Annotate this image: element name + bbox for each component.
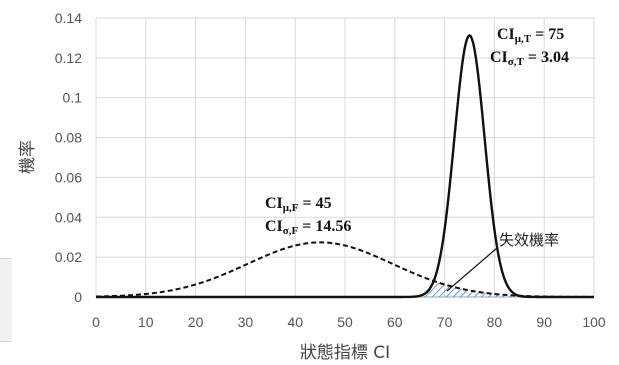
y-axis-title: 機率 — [18, 140, 38, 174]
y-tick-label: 0.02 — [55, 249, 82, 265]
x-tick-label: 20 — [188, 314, 204, 330]
y-tick-label: 0 — [74, 289, 82, 305]
x-tick-label: 60 — [387, 314, 403, 330]
x-tick-label: 70 — [437, 314, 453, 330]
fill-layer — [404, 281, 545, 297]
x-tick-label: 30 — [238, 314, 254, 330]
y-tick-label: 0.06 — [55, 169, 82, 185]
callout-label: 失效機率 — [499, 231, 559, 249]
failure-probability-area — [404, 281, 545, 297]
failure-probability-callout: 失效機率 — [446, 231, 559, 292]
y-tick-label: 0.1 — [63, 90, 83, 106]
x-tick-label: 40 — [287, 314, 303, 330]
x-tick-label: 80 — [487, 314, 503, 330]
y-tick-label: 0.08 — [55, 130, 82, 146]
annotation-target-sd: CIσ,T = 3.04 — [490, 49, 569, 68]
series-line-target — [96, 34, 594, 299]
y-tick-label: 0.12 — [55, 50, 82, 66]
annotation-failure: CIμ,F = 45 CIσ,F = 14.56 — [265, 195, 351, 237]
x-tick-label: 90 — [536, 314, 552, 330]
annotation-target: CIμ,T = 75 CIσ,T = 3.04 — [490, 26, 569, 68]
x-tick-label: 10 — [138, 314, 154, 330]
callout-leader-line — [446, 247, 498, 292]
x-tick-label: 0 — [92, 314, 100, 330]
series-line-failure — [95, 241, 595, 298]
annotation-target-mean: CIμ,T = 75 — [497, 26, 564, 45]
annotation-failure-sd: CIσ,F = 14.56 — [265, 218, 351, 237]
x-tick-label: 100 — [582, 314, 606, 330]
annotation-failure-mean: CIμ,F = 45 — [265, 195, 332, 214]
y-tick-label: 0.04 — [55, 209, 82, 225]
x-tick-label: 50 — [337, 314, 353, 330]
x-axis-title: 狀態指標 CI — [300, 343, 390, 363]
tick-layer: 0 10 20 30 40 50 60 70 80 90 100 0 0.02 0.04 0.06 0.08 0… — [55, 10, 606, 330]
series-layer — [95, 34, 595, 299]
side-box — [0, 258, 12, 342]
y-tick-label: 0.14 — [55, 10, 82, 26]
